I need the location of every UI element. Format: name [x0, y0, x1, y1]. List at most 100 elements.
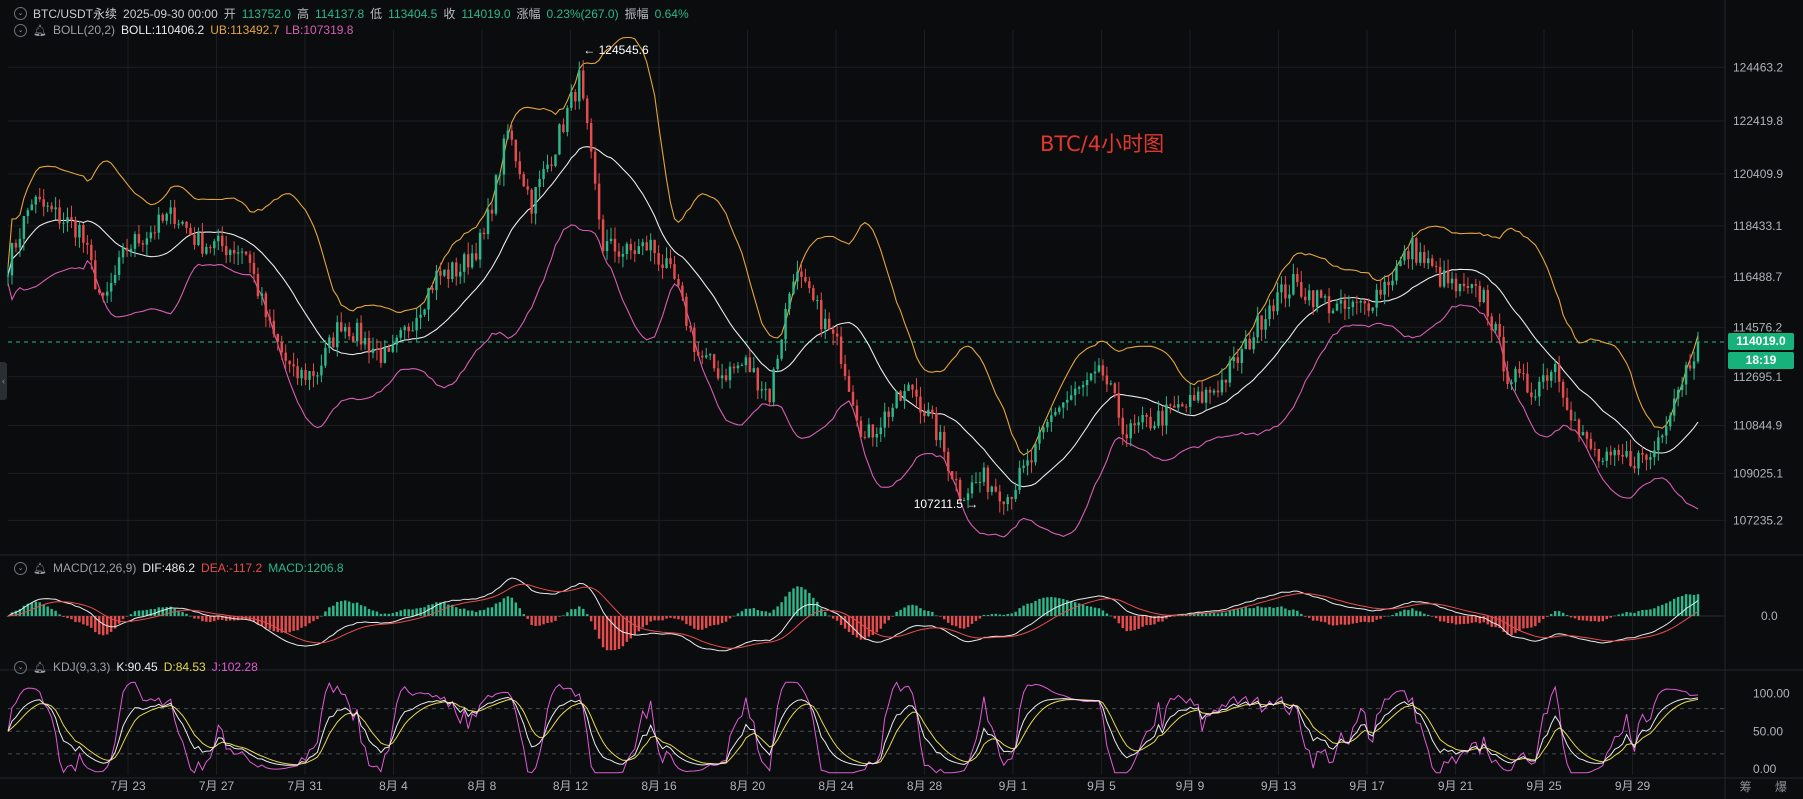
candle[interactable]: [1478, 280, 1482, 307]
candle[interactable]: [601, 214, 605, 256]
candle[interactable]: [22, 215, 26, 251]
candle[interactable]: [1292, 263, 1295, 296]
candle[interactable]: [764, 381, 767, 401]
candle[interactable]: [589, 118, 593, 159]
candle[interactable]: [1514, 366, 1517, 392]
candle[interactable]: [205, 243, 208, 256]
candle[interactable]: [708, 352, 712, 361]
candle[interactable]: [609, 227, 613, 244]
candle[interactable]: [177, 219, 180, 229]
candle[interactable]: [6, 265, 10, 286]
candle[interactable]: [538, 170, 541, 198]
candle[interactable]: [423, 308, 426, 317]
candle[interactable]: [264, 291, 268, 327]
candle[interactable]: [38, 187, 41, 203]
candle[interactable]: [827, 312, 831, 330]
candle[interactable]: [1232, 346, 1236, 369]
candle[interactable]: [1153, 421, 1156, 430]
candle[interactable]: [1085, 372, 1089, 397]
candle[interactable]: [1423, 245, 1426, 269]
candle[interactable]: [982, 462, 986, 486]
candle[interactable]: [677, 273, 680, 287]
candle[interactable]: [149, 225, 153, 243]
candle[interactable]: [1391, 272, 1394, 291]
candle[interactable]: [1502, 325, 1505, 382]
candle[interactable]: [1002, 501, 1005, 515]
candle[interactable]: [133, 231, 137, 258]
candle[interactable]: [58, 199, 61, 230]
candle[interactable]: [1363, 299, 1366, 315]
candle[interactable]: [1073, 381, 1077, 406]
candle[interactable]: [1498, 313, 1501, 345]
candle[interactable]: [732, 363, 736, 374]
candle[interactable]: [1200, 380, 1204, 404]
candle[interactable]: [911, 384, 914, 398]
candle[interactable]: [197, 227, 200, 247]
candle[interactable]: [1375, 283, 1378, 317]
candle[interactable]: [18, 228, 22, 257]
candle[interactable]: [1240, 345, 1244, 374]
candle[interactable]: [1149, 408, 1152, 431]
candle[interactable]: [363, 331, 367, 350]
candle[interactable]: [685, 292, 688, 331]
candle[interactable]: [347, 321, 351, 340]
corner-tool-buttons[interactable]: 筹 爆: [1739, 780, 1797, 794]
candle[interactable]: [90, 239, 93, 270]
candle[interactable]: [320, 354, 323, 383]
candle[interactable]: [1137, 416, 1140, 433]
candle[interactable]: [1196, 386, 1200, 404]
candle[interactable]: [605, 229, 609, 260]
candle[interactable]: [1133, 414, 1136, 434]
candle[interactable]: [1288, 284, 1291, 307]
candle[interactable]: [1696, 331, 1700, 364]
candle[interactable]: [1692, 351, 1696, 380]
candle[interactable]: [558, 123, 561, 156]
candle[interactable]: [1649, 452, 1652, 470]
candle[interactable]: [1403, 245, 1406, 265]
candle[interactable]: [958, 477, 962, 501]
candle[interactable]: [1450, 271, 1454, 290]
candle[interactable]: [1307, 284, 1311, 306]
candle[interactable]: [1430, 254, 1434, 268]
candle[interactable]: [351, 332, 355, 343]
candle[interactable]: [379, 341, 383, 368]
kdj-indicator-label[interactable]: KDJ(9,3,3): [52, 660, 111, 674]
candle[interactable]: [546, 154, 549, 173]
candle[interactable]: [1188, 383, 1192, 415]
candle[interactable]: [1026, 448, 1029, 476]
candle[interactable]: [451, 261, 454, 283]
candle[interactable]: [169, 199, 172, 225]
candle[interactable]: [621, 246, 625, 268]
candle[interactable]: [859, 416, 863, 439]
candle[interactable]: [931, 405, 934, 419]
candle[interactable]: [1637, 450, 1640, 476]
candle[interactable]: [343, 323, 347, 339]
candle[interactable]: [1054, 407, 1057, 417]
candle[interactable]: [681, 281, 684, 301]
candle[interactable]: [459, 263, 462, 284]
candle[interactable]: [768, 388, 771, 406]
candle[interactable]: [895, 390, 898, 409]
candle[interactable]: [1264, 308, 1267, 339]
candle[interactable]: [141, 240, 145, 252]
macd-indicator-label[interactable]: MACD(12,26,9): [52, 561, 137, 575]
candle[interactable]: [1573, 411, 1577, 421]
candle[interactable]: [593, 146, 597, 191]
candle[interactable]: [1661, 433, 1664, 444]
candle[interactable]: [943, 425, 946, 461]
candle[interactable]: [843, 354, 847, 381]
candle[interactable]: [597, 173, 601, 230]
candle[interactable]: [1069, 385, 1073, 401]
candle[interactable]: [324, 340, 327, 368]
candle[interactable]: [252, 252, 256, 283]
candle[interactable]: [101, 292, 105, 303]
time-axis[interactable]: 7月 23 7月 27 7月 31 8月 4 8月 8 8月 12 8月 16 8月 20 8月…: [110, 779, 1650, 793]
candle[interactable]: [510, 124, 514, 146]
candle[interactable]: [1569, 401, 1573, 431]
candle[interactable]: [871, 424, 875, 447]
candle[interactable]: [296, 358, 299, 385]
candle[interactable]: [1216, 380, 1220, 398]
candle[interactable]: [145, 231, 149, 256]
candle[interactable]: [94, 250, 97, 290]
candle[interactable]: [974, 472, 978, 484]
